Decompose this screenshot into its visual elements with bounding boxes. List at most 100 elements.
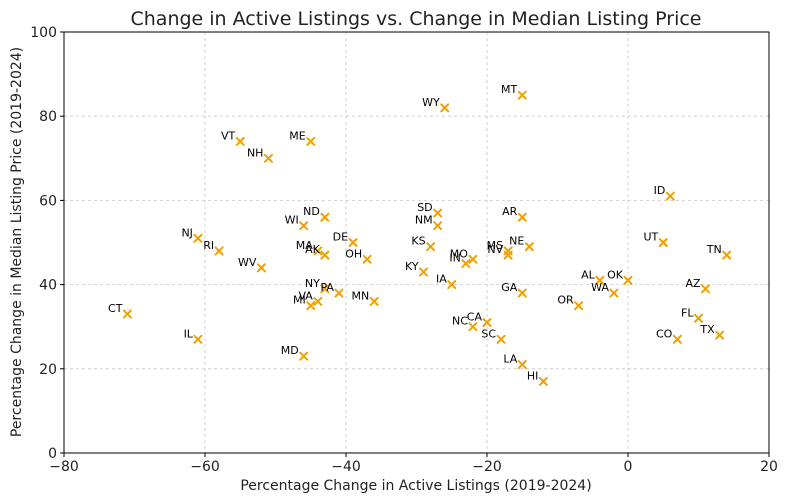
point-label: NJ xyxy=(181,226,192,239)
point-label: ID xyxy=(654,184,666,197)
point-label: WI xyxy=(285,214,299,227)
point-label: NY xyxy=(305,277,320,290)
point-label: KY xyxy=(405,260,419,273)
data-point: WV xyxy=(238,256,266,273)
point-label: NH xyxy=(247,146,264,159)
point-label: DE xyxy=(333,231,348,244)
data-point: KY xyxy=(405,260,429,277)
point-label: ME xyxy=(289,129,305,142)
data-point: NV xyxy=(487,243,513,260)
point-label: OH xyxy=(345,247,362,260)
x-tick-label: 20 xyxy=(760,459,778,475)
y-axis-label: Percentage Change in Median Listing Pric… xyxy=(9,47,25,437)
data-point: PA xyxy=(320,281,344,298)
x-tick-label: −80 xyxy=(49,459,79,475)
y-tick-label: 100 xyxy=(30,25,57,41)
point-label: MT xyxy=(501,83,517,96)
data-point: WA xyxy=(591,281,619,298)
point-label: HI xyxy=(527,369,539,382)
data-point: AR xyxy=(502,205,527,222)
data-point: MT xyxy=(501,83,527,100)
point-label: MA xyxy=(296,239,313,252)
point-label: SD xyxy=(417,201,432,214)
data-point: MD xyxy=(281,344,309,361)
point-label: MS xyxy=(487,239,503,252)
axes: −80 −60 −40 −20 0 20 0 20 40 60 80 100 xyxy=(30,25,778,475)
data-point: AL xyxy=(581,268,605,285)
plot-frame xyxy=(63,31,770,454)
data-point: LA xyxy=(503,353,527,370)
point-label: NV xyxy=(487,243,503,256)
data-point: OK xyxy=(607,268,633,285)
data-point: ID xyxy=(654,184,675,201)
data-point: CA xyxy=(467,310,492,327)
data-point: NJ xyxy=(181,226,203,243)
data-point: DE xyxy=(333,231,358,247)
point-label: NC xyxy=(452,315,468,328)
data-point: IL xyxy=(184,327,203,344)
x-tick-label: 0 xyxy=(624,459,633,475)
data-point: IN xyxy=(449,252,471,269)
data-point: VA xyxy=(298,289,323,306)
point-label: AK xyxy=(305,243,321,256)
data-point: MA xyxy=(296,239,323,256)
point-label: PA xyxy=(320,281,334,294)
data-point: CT xyxy=(108,302,132,319)
point-label: WY xyxy=(422,96,440,109)
data-point: NC xyxy=(452,315,478,332)
y-tick-label: 0 xyxy=(48,446,57,462)
point-label: LA xyxy=(503,353,517,366)
point-label: FL xyxy=(681,306,694,319)
point-label: IA xyxy=(436,273,447,286)
point-label: CA xyxy=(467,310,483,323)
data-point: SC xyxy=(481,327,506,344)
point-label: MD xyxy=(281,344,299,357)
y-tick-label: 20 xyxy=(39,362,57,378)
data-point: AK xyxy=(305,243,330,260)
point-label: RI xyxy=(203,239,214,252)
data-point: GA xyxy=(501,281,527,298)
point-label: NE xyxy=(509,235,524,248)
point-label: CT xyxy=(108,302,123,315)
data-point: NH xyxy=(247,146,273,163)
point-label: IL xyxy=(184,327,194,340)
point-label: VA xyxy=(298,289,313,302)
point-label: GA xyxy=(501,281,518,294)
data-point: RI xyxy=(203,239,224,256)
x-tick-label: −60 xyxy=(190,459,220,475)
point-label: TX xyxy=(699,323,715,336)
data-point: MN xyxy=(351,289,379,306)
data-point: FL xyxy=(681,306,703,323)
point-label: IN xyxy=(449,252,460,265)
data-point: MO xyxy=(450,247,478,264)
point-label: OR xyxy=(557,294,574,307)
point-label: AZ xyxy=(685,277,701,290)
point-label: AL xyxy=(581,268,596,281)
data-point: IA xyxy=(436,273,457,290)
point-label: ND xyxy=(303,205,320,218)
point-label: NM xyxy=(415,214,433,227)
data-point: AZ xyxy=(685,277,711,294)
y-tick-label: 80 xyxy=(39,109,57,125)
data-point: NM xyxy=(415,214,443,231)
x-tick-label: −20 xyxy=(472,459,502,475)
point-label: WA xyxy=(591,281,609,294)
point-label: MO xyxy=(450,247,468,260)
data-point: UT xyxy=(643,231,668,247)
data-point: ME xyxy=(289,129,316,146)
data-point: TX xyxy=(699,323,725,340)
point-label: TN xyxy=(706,243,722,256)
data-point: ND xyxy=(303,205,330,222)
data-point: WI xyxy=(285,214,309,231)
point-label: AR xyxy=(502,205,518,218)
chart-title: Change in Active Listings vs. Change in … xyxy=(131,8,702,30)
data-point: KS xyxy=(411,235,436,252)
data-point: HI xyxy=(527,369,548,386)
data-point: TN xyxy=(706,243,732,260)
data-point: WY xyxy=(422,96,450,113)
data-point: OR xyxy=(557,294,584,311)
point-label: OK xyxy=(607,268,624,281)
data-point: NE xyxy=(509,235,534,252)
